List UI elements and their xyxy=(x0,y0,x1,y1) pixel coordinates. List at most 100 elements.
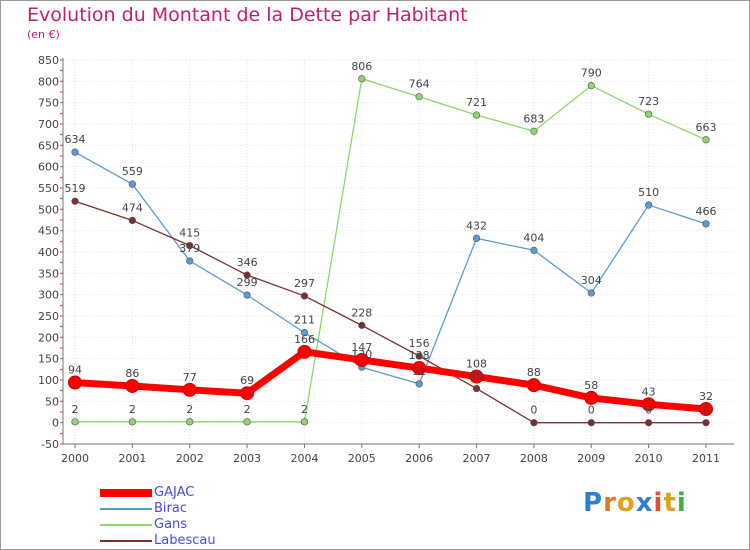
data-point-gans xyxy=(358,75,366,83)
data-point-labescau xyxy=(71,197,79,205)
y-tick-label: 200 xyxy=(38,331,59,344)
data-label-birac: 466 xyxy=(696,205,717,218)
data-label-labescau: 415 xyxy=(179,227,200,240)
logo-letter: i xyxy=(653,488,664,518)
data-point-gans xyxy=(587,81,595,90)
data-point-gans xyxy=(186,418,194,426)
data-point-birac xyxy=(702,220,710,228)
data-label-gans: 683 xyxy=(523,112,544,125)
data-point-labescau xyxy=(186,242,194,250)
data-label-labescau: 0 xyxy=(530,404,537,417)
data-label-birac: 379 xyxy=(179,242,200,255)
data-label-birac: 91 xyxy=(412,365,426,378)
data-label-gajac: 94 xyxy=(68,364,82,377)
data-point-labescau xyxy=(645,419,653,427)
legend-swatch xyxy=(100,489,152,497)
y-tick-label: 0 xyxy=(52,417,59,430)
data-label-gajac: 86 xyxy=(125,367,139,380)
y-tick-label: 600 xyxy=(38,161,59,174)
data-label-gans: 2 xyxy=(129,403,136,416)
data-point-gajac xyxy=(240,386,255,401)
data-label-gans: 2 xyxy=(72,403,79,416)
legend-label: Labescau xyxy=(154,533,216,548)
data-label-gans: 721 xyxy=(466,96,487,109)
data-label-gans: 790 xyxy=(581,67,602,80)
data-label-labescau: 80 xyxy=(470,370,484,383)
logo-letter: i xyxy=(676,488,687,518)
data-point-birac xyxy=(472,234,481,242)
y-tick-label: 450 xyxy=(38,225,59,238)
x-tick-label: 2000 xyxy=(61,452,89,465)
data-point-gans xyxy=(645,110,653,118)
series-line-gajac xyxy=(74,348,707,413)
legend-swatch xyxy=(100,508,152,510)
data-point-gajac xyxy=(68,375,82,390)
data-label-birac: 634 xyxy=(65,133,86,146)
legend-label: GAJAC xyxy=(154,485,195,500)
data-point-gans xyxy=(71,418,79,426)
y-tick-label: 100 xyxy=(38,374,59,387)
y-tick-label: 850 xyxy=(38,54,59,67)
data-label-gajac: 43 xyxy=(642,385,656,398)
data-label-gajac: 166 xyxy=(294,333,315,346)
data-point-labescau xyxy=(300,292,309,300)
data-point-birac xyxy=(243,291,251,299)
data-point-birac xyxy=(300,329,309,337)
x-tick-label: 2011 xyxy=(692,452,720,465)
y-tick-label: 500 xyxy=(38,203,59,216)
legend-swatch xyxy=(100,540,152,542)
data-point-gans xyxy=(702,136,710,144)
data-label-gans: 2 xyxy=(244,403,251,416)
data-label-birac: 559 xyxy=(122,165,143,178)
logo-letter: r xyxy=(603,488,617,518)
data-label-gajac: 128 xyxy=(409,349,430,362)
data-point-labescau xyxy=(702,419,710,427)
data-point-birac xyxy=(645,201,653,209)
logo-letter: x xyxy=(635,488,654,518)
data-label-labescau: 474 xyxy=(122,201,143,214)
series-line-labescau xyxy=(74,200,706,424)
data-label-birac: 510 xyxy=(638,186,659,199)
data-point-labescau xyxy=(128,216,136,225)
data-point-gajac xyxy=(297,344,312,359)
legend-swatch xyxy=(100,524,152,526)
x-tick-label: 2006 xyxy=(405,452,433,465)
data-point-gans xyxy=(415,93,423,101)
series-line-gans xyxy=(75,78,707,423)
data-label-gans: 764 xyxy=(409,78,430,91)
y-tick-label: 750 xyxy=(38,97,59,110)
data-label-birac: 304 xyxy=(581,274,602,287)
data-label-gans: 723 xyxy=(638,95,659,108)
logo-letter: o xyxy=(616,488,636,518)
data-point-gans xyxy=(300,418,309,426)
y-tick-label: 550 xyxy=(38,182,59,195)
data-point-gajac xyxy=(412,361,427,376)
x-tick-label: 2002 xyxy=(176,452,204,465)
legend-label: Birac xyxy=(154,501,187,516)
y-tick-label: 150 xyxy=(38,353,59,366)
data-point-gajac xyxy=(526,378,541,393)
data-label-labescau: 519 xyxy=(65,182,86,195)
data-point-gans xyxy=(243,418,251,426)
data-point-gajac xyxy=(125,378,140,393)
data-point-labescau xyxy=(358,321,366,329)
data-label-gans: 2 xyxy=(186,403,193,416)
data-point-gans xyxy=(472,111,481,119)
proxiti-logo: Proxiti xyxy=(583,488,687,518)
data-point-gajac xyxy=(584,390,599,405)
y-tick-label: 800 xyxy=(38,75,59,88)
data-label-gans: 806 xyxy=(351,60,372,73)
y-tick-label: 400 xyxy=(38,246,59,259)
data-point-gajac xyxy=(354,352,369,367)
data-label-birac: 211 xyxy=(294,314,315,327)
data-label-birac: 404 xyxy=(523,231,544,244)
data-point-birac xyxy=(587,289,595,297)
data-label-gajac: 32 xyxy=(699,390,713,403)
data-label-gajac: 147 xyxy=(351,341,372,354)
data-point-labescau xyxy=(415,352,423,360)
data-point-labescau xyxy=(472,384,481,393)
data-point-birac xyxy=(128,180,136,188)
data-label-labescau: 228 xyxy=(351,306,372,319)
data-point-labescau xyxy=(587,419,595,427)
data-label-birac: 130 xyxy=(351,348,372,361)
